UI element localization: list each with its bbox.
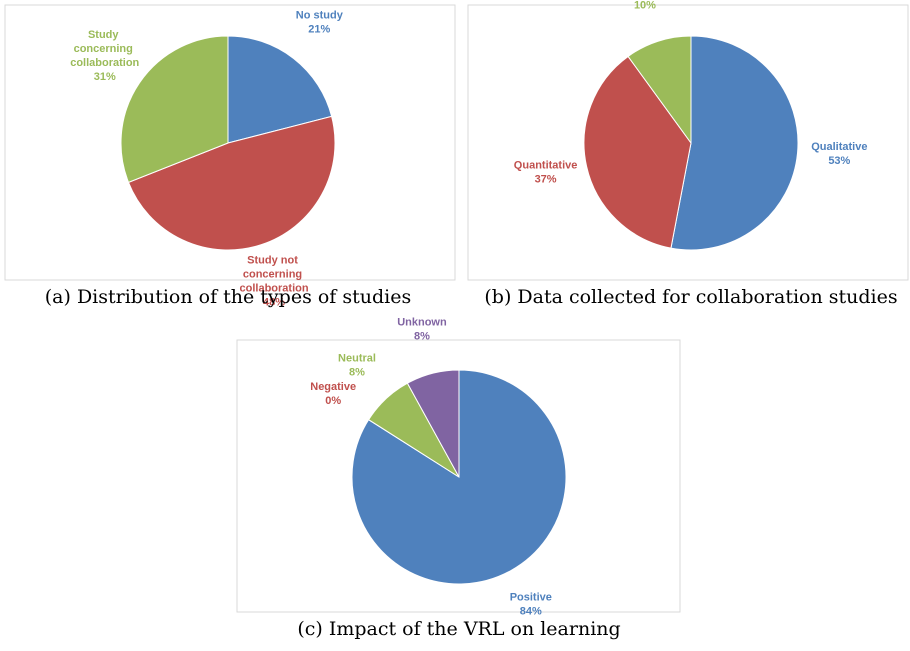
caption: (c) Impact of the VRL on learning xyxy=(297,618,620,640)
slice-label: Positive xyxy=(510,592,552,604)
value-label: 37% xyxy=(535,174,557,186)
pie-slice xyxy=(120,35,229,184)
value-label: 31% xyxy=(94,71,116,83)
label-line: Positive xyxy=(510,592,552,604)
slice-label: Unknown xyxy=(397,317,447,329)
label-line: Qualitative xyxy=(811,141,867,153)
frame xyxy=(4,4,456,281)
value-label: 53% xyxy=(828,155,850,167)
label-line: Study not xyxy=(247,255,301,267)
frame xyxy=(236,339,681,613)
label-line: Neutral xyxy=(338,352,376,364)
label-line: No study xyxy=(296,9,344,21)
pie-slice xyxy=(127,115,336,251)
label-line: collaboration xyxy=(240,283,309,295)
label-line: Negative xyxy=(310,381,356,393)
pie-slice xyxy=(583,55,692,249)
label-line: Quantitative xyxy=(514,160,578,172)
label-line: Unknown xyxy=(397,317,447,329)
slice-label: No study xyxy=(296,9,344,21)
label-line: concerning xyxy=(243,269,305,281)
slice-label: Study not concerning collaboration xyxy=(240,255,309,295)
pie-slice xyxy=(406,369,460,478)
value-label: 10% xyxy=(634,0,656,11)
caption: (a) Distribution of the types of studies xyxy=(45,286,411,308)
pie-slice xyxy=(227,35,333,144)
value-label: 21% xyxy=(308,23,330,35)
label-line: concerning xyxy=(74,43,136,55)
frame xyxy=(467,4,909,281)
slice-label: Neutral xyxy=(338,352,376,364)
pie-slice xyxy=(627,35,692,145)
pie-slice xyxy=(670,35,799,251)
caption: (b) Data collected for collaboration stu… xyxy=(484,286,897,308)
value-label: 8% xyxy=(414,331,430,343)
value-label: 8% xyxy=(349,366,365,378)
slice-label: Negative xyxy=(310,381,356,393)
label-line: collaboration xyxy=(70,57,139,69)
value-label: 84% xyxy=(520,606,542,618)
pie-slice xyxy=(351,369,567,585)
label-line: Study xyxy=(88,29,122,41)
value-label: 48% xyxy=(263,297,285,309)
slice-label: Study concerning collaboration xyxy=(70,29,139,69)
slice-label: Qualitative xyxy=(811,141,867,153)
slice-label: Quantitative xyxy=(514,160,578,172)
value-label: 0% xyxy=(325,395,341,407)
